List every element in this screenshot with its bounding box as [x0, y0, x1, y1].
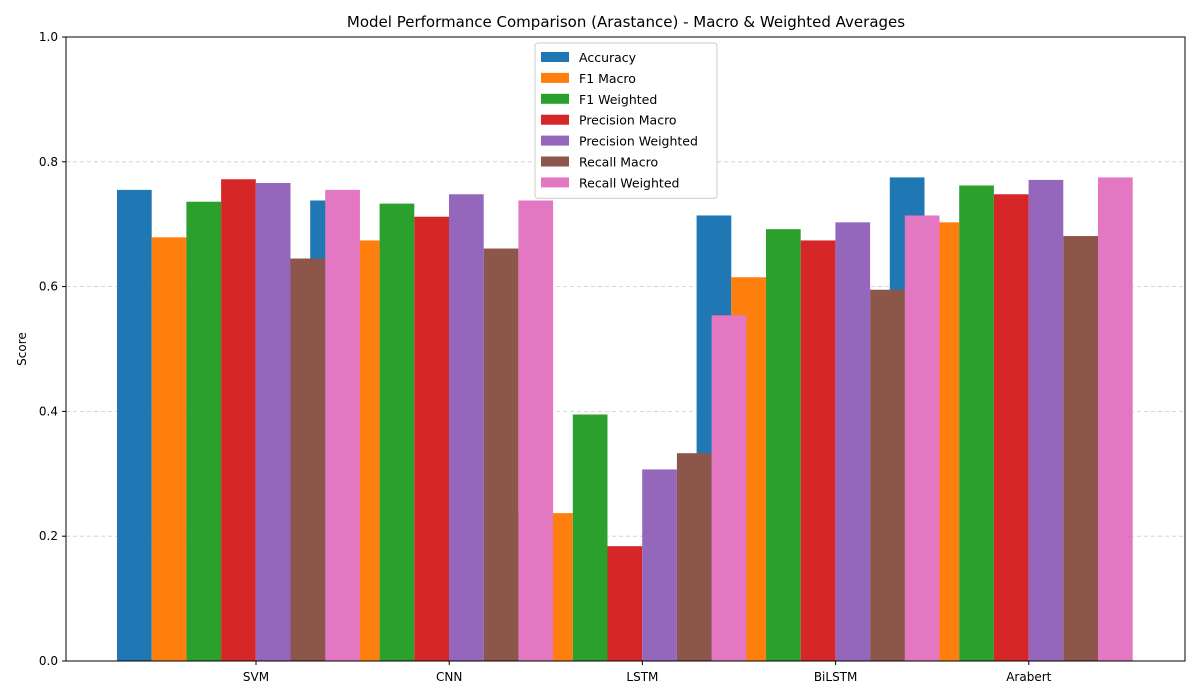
- y-tick-label: 0.6: [39, 280, 58, 294]
- legend-box: [534, 42, 718, 199]
- bar: [642, 469, 677, 661]
- bar: [904, 215, 940, 662]
- bar: [993, 194, 1029, 662]
- bar: [518, 200, 554, 661]
- bar: [870, 289, 905, 661]
- bar: [379, 203, 415, 661]
- plot-frame: [65, 36, 1186, 662]
- chart-title: Model Performance Comparison (Arastance)…: [347, 13, 905, 31]
- bar: [711, 315, 747, 661]
- bar: [290, 258, 326, 661]
- legend-entry: Recall Macro: [579, 155, 658, 170]
- x-tick-label: SVM: [243, 670, 269, 684]
- bars: [117, 177, 1133, 662]
- y-tick-label: 0.2: [39, 529, 58, 543]
- bar: [835, 222, 871, 661]
- bar: [572, 414, 608, 661]
- x-tick-label: Arabert: [1006, 670, 1051, 684]
- x-tick-label: BiLSTM: [814, 670, 858, 684]
- x-axis: SVM CNN LSTM BiLSTM Arabert: [243, 661, 1052, 684]
- legend-swatch: [541, 93, 569, 104]
- bar: [676, 453, 712, 661]
- legend: Accuracy F1 Macro F1 Weighted Precision Mac…: [534, 42, 718, 199]
- y-tick-label: 0.0: [39, 654, 58, 668]
- legend-entry: Recall Weighted: [579, 175, 679, 190]
- bar: [186, 201, 222, 661]
- y-axis-label: Score: [15, 332, 29, 366]
- legend-entry: F1 Macro: [579, 71, 636, 86]
- bar: [766, 229, 801, 661]
- legend-entry: Accuracy: [579, 50, 637, 65]
- bar: [1028, 179, 1064, 661]
- legend-entry: Precision Weighted: [579, 134, 698, 149]
- y-tick-label: 1.0: [39, 30, 58, 44]
- bar: [325, 189, 360, 661]
- legend-swatch: [541, 72, 569, 83]
- bar: [607, 546, 643, 661]
- y-tick-label: 0.4: [39, 404, 58, 418]
- legend-entry: Precision Macro: [579, 113, 677, 128]
- bar: [483, 248, 519, 661]
- bar: [414, 216, 449, 661]
- bar: [117, 189, 152, 661]
- y-tick-label: 0.8: [39, 155, 58, 169]
- bar: [221, 179, 256, 661]
- bar: [255, 183, 291, 662]
- bar: [1098, 177, 1133, 661]
- legend-swatch: [541, 177, 569, 188]
- bar: [151, 237, 187, 661]
- x-tick-label: LSTM: [626, 670, 658, 684]
- legend-swatch: [541, 114, 569, 125]
- bar: [800, 240, 836, 661]
- bar: [1063, 236, 1098, 661]
- legend-swatch: [541, 52, 569, 62]
- legend-swatch: [541, 135, 569, 146]
- legend-swatch: [541, 156, 569, 167]
- bar: [449, 194, 484, 662]
- y-axis: 0.0 0.2 0.4 0.6 0.8 1.0: [39, 30, 66, 668]
- bar: [959, 185, 994, 661]
- x-tick-label: CNN: [436, 670, 462, 684]
- legend-entry: F1 Weighted: [579, 92, 657, 107]
